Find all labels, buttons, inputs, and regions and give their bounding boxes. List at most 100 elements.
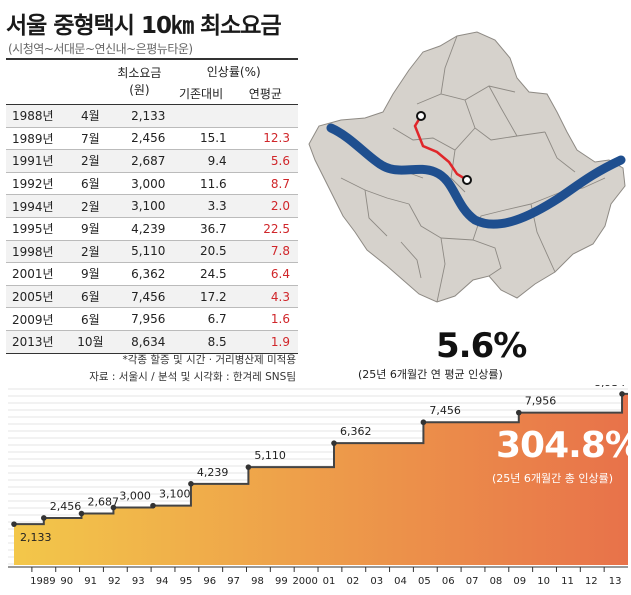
total-increase-caption: (25년 6개월간 총 인상률) (492, 472, 614, 485)
row-fare: 5,110 (109, 240, 170, 264)
row-year: 1991년 (6, 149, 72, 173)
source-credit: 자료 : 서울시 / 분석 및 시각화 : 한겨레 SNS팀 (89, 371, 296, 383)
annual-average-caption: (25년 6개월간 연 평균 인상률) (358, 368, 503, 381)
x-tick-label: 11 (561, 576, 574, 587)
table-header-year (6, 58, 72, 82)
row-month: 6월 (71, 172, 110, 196)
row-annual: 4.3 (232, 285, 298, 309)
table-header-month (71, 58, 110, 82)
x-tick-label: 03 (370, 576, 383, 587)
table-header-blank (6, 82, 72, 105)
row-fare: 3,100 (109, 194, 170, 218)
row-change: 24.5 (169, 262, 233, 286)
row-fare: 6,362 (109, 262, 170, 286)
row-annual: 1.9 (232, 330, 298, 354)
x-tick-label: 10 (537, 576, 550, 587)
row-year: 1994년 (6, 194, 72, 218)
data-label: 3,000 (119, 490, 151, 503)
row-month: 9월 (71, 217, 110, 241)
row-month: 4월 (71, 104, 110, 128)
x-tick-label: 07 (466, 576, 479, 587)
row-annual (232, 104, 298, 128)
row-change: 9.4 (169, 149, 233, 173)
data-label: 6,362 (340, 425, 372, 438)
row-year: 1992년 (6, 172, 72, 196)
data-label: 5,110 (254, 449, 286, 462)
table-header-blank (71, 82, 110, 105)
x-tick-label: 96 (203, 576, 216, 587)
data-label: 7,956 (525, 395, 557, 408)
row-month: 2월 (71, 194, 110, 218)
row-change: 6.7 (169, 307, 233, 331)
route-subtitle: (시청역~서대문~연신내~은평뉴타운) (8, 42, 193, 56)
data-point (11, 521, 17, 527)
data-point (78, 510, 85, 517)
row-fare: 2,687 (109, 149, 170, 173)
total-increase-rate: 304.8% (496, 425, 631, 466)
x-tick-label: 98 (251, 576, 264, 587)
row-month: 2월 (71, 149, 110, 173)
row-annual: 12.3 (232, 127, 298, 151)
x-tick-label: 95 (180, 576, 193, 587)
x-tick-label: 90 (60, 576, 73, 587)
row-change: 36.7 (169, 217, 233, 241)
x-tick-label: 92 (108, 576, 121, 587)
footnote: *각종 할증 및 시간 · 거리병산제 미적용 (122, 354, 296, 366)
page-title: 서울 중형택시 10㎞ 최소요금 (6, 13, 282, 39)
data-point (245, 464, 252, 470)
data-label: 2,133 (20, 531, 52, 544)
table-header-annual: 연평균 (232, 82, 298, 105)
row-fare: 2,456 (109, 127, 170, 151)
fare-area (14, 393, 628, 565)
data-point (188, 481, 194, 487)
x-tick-label: 01 (323, 576, 336, 587)
row-year: 2005년 (6, 285, 72, 309)
x-tick-label: 12 (585, 576, 598, 587)
seoul-outline (308, 31, 626, 303)
row-fare: 4,239 (109, 217, 170, 241)
row-year: 1989년 (6, 127, 72, 151)
x-tick-label: 93 (132, 576, 145, 587)
row-change: 3.3 (169, 194, 233, 218)
row-month: 7월 (71, 127, 110, 151)
row-change (169, 104, 233, 128)
table-header-increase: 인상률(%) (169, 58, 298, 82)
row-month: 6월 (71, 285, 110, 309)
taxi-route (413, 115, 468, 182)
data-label: 2,687 (87, 496, 119, 509)
x-tick-label: 2000 (292, 576, 317, 587)
table-row: 1988년 4월 2,133 (6, 104, 298, 128)
route-end-marker (462, 175, 472, 185)
x-tick-label: 05 (418, 576, 431, 587)
table-row: 1994년 2월 3,100 3.3 2.0 (6, 194, 298, 218)
data-point (331, 440, 337, 446)
row-year: 2001년 (6, 262, 72, 286)
data-point (110, 504, 117, 511)
x-tick-label: 06 (442, 576, 455, 587)
data-point (515, 409, 522, 416)
table-row: 1989년 7월 2,456 15.1 12.3 (6, 127, 298, 151)
row-annual: 2.0 (232, 194, 298, 218)
row-year: 1988년 (6, 104, 72, 128)
row-month: 10월 (71, 330, 110, 354)
fare-step-chart: 2,133 2,456 2,687 3,000 3,100 4,239 5,110 6,362… (8, 385, 628, 587)
row-annual: 22.5 (232, 217, 298, 241)
row-annual: 1.6 (232, 307, 298, 331)
row-annual: 8.7 (232, 172, 298, 196)
data-point (150, 502, 156, 509)
seoul-map (308, 31, 626, 303)
chart-data-labels: 2,133 2,456 2,687 3,000 3,100 4,239 5,110 6,362… (11, 385, 626, 544)
table-row: 2009년 6월 7,956 6.7 1.6 (6, 307, 298, 331)
row-month: 6월 (71, 307, 110, 331)
x-tick-label: 02 (346, 576, 359, 587)
row-month: 9월 (71, 262, 110, 286)
row-change: 17.2 (169, 285, 233, 309)
row-change: 11.6 (169, 172, 233, 196)
x-tick-label: 91 (84, 576, 97, 587)
row-year: 1998년 (6, 240, 72, 264)
data-point (420, 419, 427, 426)
x-tick-label: 99 (275, 576, 288, 587)
table-row: 2013년 10월 8,634 8.5 1.9 (6, 330, 298, 354)
data-label: 4,239 (197, 466, 229, 479)
row-month: 2월 (71, 240, 110, 264)
